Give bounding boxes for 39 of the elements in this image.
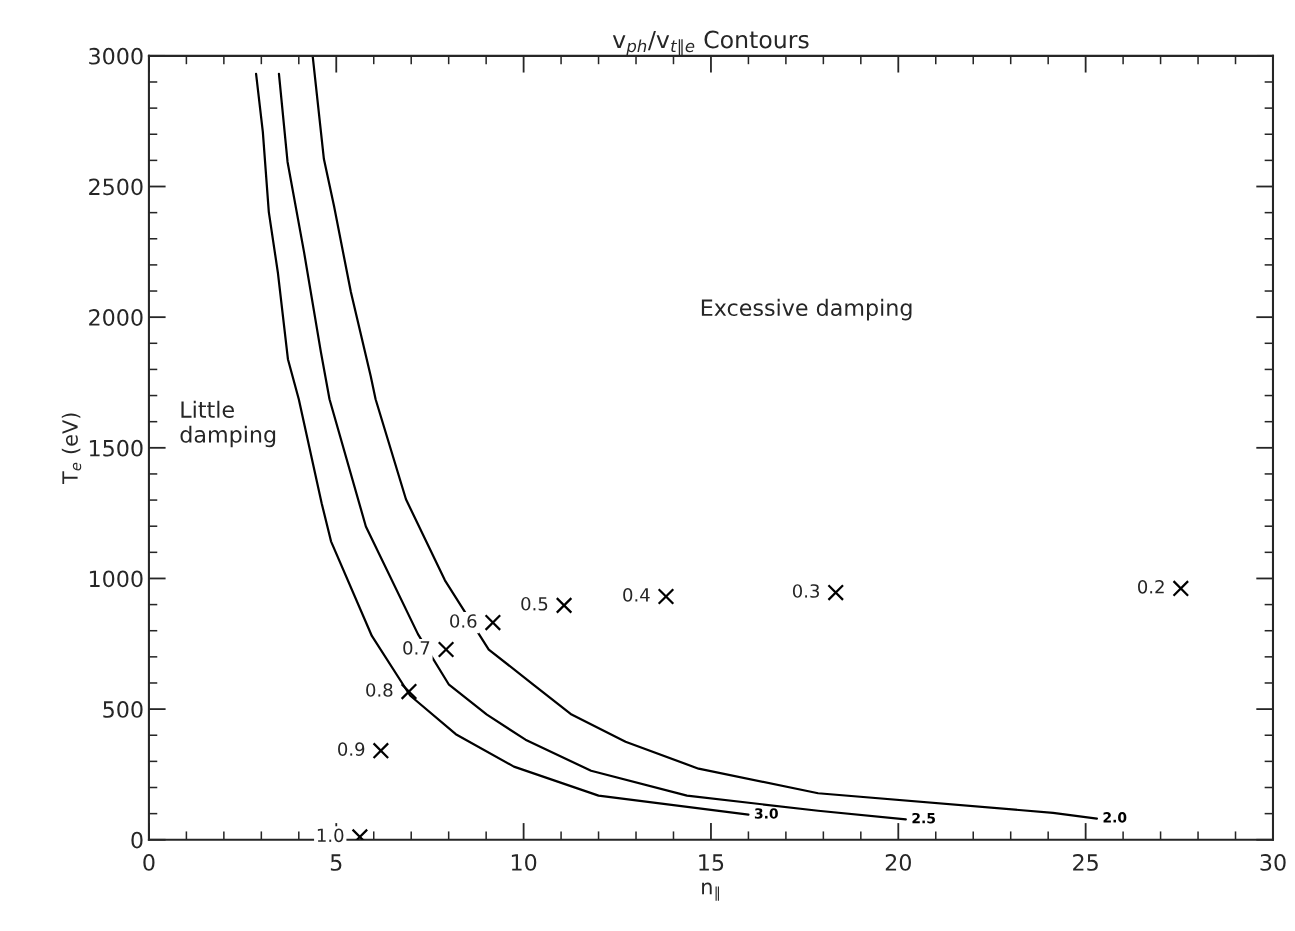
y-tick-label: 500	[103, 701, 143, 718]
series-label: 3.0	[754, 808, 778, 819]
point	[372, 742, 390, 760]
annotation: Excessive damping	[701, 298, 912, 321]
annotation: 0.8	[366, 683, 393, 697]
point	[437, 641, 455, 658]
annotation: 0.2	[1138, 579, 1164, 594]
x-tick-label: 30	[1260, 854, 1286, 871]
point	[555, 596, 573, 614]
x-tick-label: 10	[511, 854, 537, 871]
annotation: 0.3	[792, 584, 819, 598]
annotation: 0.6	[450, 614, 477, 628]
annotation: Little damping	[180, 400, 276, 448]
x-tick-label: 0	[143, 854, 155, 871]
y-axis-title: T$_{e}$ (eV)	[61, 413, 82, 485]
point	[1172, 580, 1190, 597]
x-tick-label: 20	[885, 854, 911, 871]
annotation: 0.5	[521, 596, 548, 611]
point	[400, 683, 418, 700]
y-tick-label: 3000	[89, 47, 143, 65]
series-label: 2.0	[1103, 812, 1127, 823]
y-tick-label: 1000	[89, 570, 143, 588]
x-tick-label: 15	[699, 854, 724, 871]
point	[827, 584, 845, 601]
chart-title: v$_{ph}$/v$_{t∥e}$ Contours	[612, 30, 809, 56]
annotation: 0.4	[623, 588, 650, 602]
annotation: 0.9	[338, 742, 365, 756]
y-tick-label: 2000	[89, 309, 143, 326]
series-label: 2.5	[912, 812, 935, 824]
y-tick-label: 2500	[89, 178, 143, 196]
point	[657, 588, 675, 605]
y-tick-label: 1500	[89, 439, 143, 457]
point	[484, 614, 502, 632]
x-tick-label: 5	[330, 854, 342, 871]
annotation: 1.0	[317, 828, 344, 843]
annotation: 0.7	[403, 641, 430, 655]
y-tick-label: 0	[131, 831, 143, 849]
x-tick-label: 25	[1073, 854, 1098, 871]
x-axis-title: n$_{∥}$	[702, 882, 719, 901]
